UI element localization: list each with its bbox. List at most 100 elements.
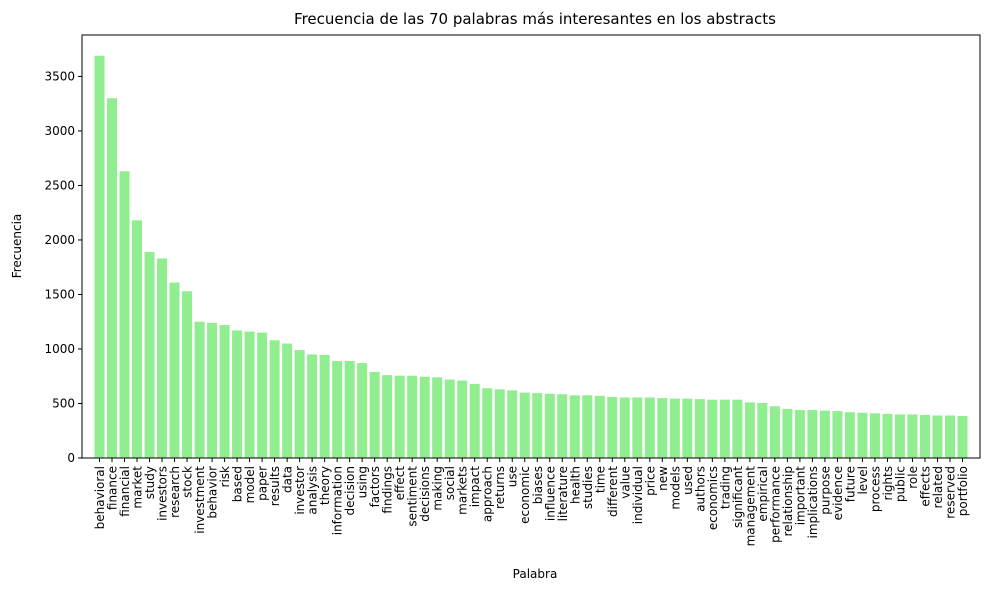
bar-behavioral — [94, 55, 105, 458]
x-tick-label: relationship — [781, 466, 795, 537]
x-tick-label: approach — [481, 466, 495, 522]
y-axis-label: Frecuencia — [10, 214, 24, 279]
x-tick-label: price — [643, 466, 657, 496]
x-tick-label: authors — [693, 466, 707, 512]
x-tick-label: results — [268, 466, 282, 506]
x-tick-label: returns — [493, 466, 507, 509]
bar-evidence — [832, 411, 843, 458]
bar-significant — [732, 399, 743, 458]
bar-results — [269, 340, 280, 458]
x-tick-label: analysis — [306, 466, 320, 515]
x-tick-label: behavioral — [93, 466, 107, 529]
bar-models — [669, 398, 680, 458]
x-tick-label: literature — [556, 466, 570, 521]
bar-used — [682, 398, 693, 458]
x-tick-label: biases — [531, 466, 545, 504]
x-tick-label: social — [443, 466, 457, 500]
bar-new — [657, 398, 668, 458]
x-tick-label: using — [356, 466, 370, 498]
bar-role — [907, 414, 918, 458]
x-tick-label: related — [931, 466, 945, 508]
y-tick-label: 2000 — [44, 233, 75, 247]
y-tick-label: 1500 — [44, 287, 75, 301]
bar-purpose — [819, 410, 830, 458]
x-tick-label: evidence — [831, 466, 845, 520]
x-tick-label: stock — [181, 466, 195, 498]
x-tick-label: effect — [393, 466, 407, 501]
x-tick-label: market — [131, 466, 145, 509]
x-tick-label: factors — [368, 466, 382, 507]
bar-findings — [382, 375, 393, 458]
bar-economics — [707, 399, 718, 458]
bar-decision — [344, 360, 355, 458]
x-tick-label: decisions — [418, 466, 432, 522]
x-tick-label: trading — [718, 466, 732, 509]
x-tick-label: findings — [381, 466, 395, 514]
y-tick-label: 3000 — [44, 124, 75, 138]
x-tick-label: process — [868, 466, 882, 512]
x-tick-label: investment — [193, 466, 207, 534]
x-tick-label: influence — [543, 466, 557, 521]
y-tick-label: 0 — [67, 451, 75, 465]
x-tick-label: research — [168, 466, 182, 518]
x-tick-label: performance — [768, 466, 782, 543]
x-tick-label: different — [606, 466, 620, 517]
bar-making — [432, 377, 443, 458]
x-axis: behavioralfinancefinancialmarketstudyinv… — [93, 458, 970, 546]
bar-empirical — [757, 402, 768, 458]
bars — [94, 55, 968, 459]
x-tick-label: markets — [456, 466, 470, 515]
x-tick-label: public — [893, 466, 907, 502]
x-tick-label: economic — [518, 466, 532, 524]
x-tick-label: health — [568, 466, 582, 504]
y-tick-label: 3500 — [44, 69, 75, 83]
bar-study — [144, 251, 155, 458]
bar-research — [169, 282, 180, 458]
bar-health — [569, 395, 580, 458]
bar-effects — [919, 414, 930, 458]
bar-financial — [119, 171, 130, 459]
bar-analysis — [307, 354, 318, 458]
bar-management — [744, 402, 755, 458]
x-tick-label: risk — [218, 466, 232, 488]
bar-behavior — [207, 322, 218, 458]
x-tick-label: purpose — [818, 466, 832, 515]
x-tick-label: role — [906, 466, 920, 489]
x-tick-label: reserved — [943, 466, 957, 519]
bar-stock — [182, 291, 193, 458]
bar-investor — [294, 350, 305, 458]
y-axis: 0 500 1000 1500 2000 2500 3000 3500 — [44, 69, 82, 465]
x-tick-label: economics — [706, 466, 720, 530]
bar-effect — [394, 375, 405, 458]
x-axis-label: Palabra — [513, 567, 558, 581]
x-tick-label: data — [281, 466, 295, 493]
x-tick-label: empirical — [756, 466, 770, 522]
bar-price — [644, 397, 655, 458]
bar-factors — [369, 371, 380, 458]
bar-value — [619, 397, 630, 458]
y-tick-label: 2500 — [44, 178, 75, 192]
bar-use — [507, 390, 518, 458]
x-tick-label: study — [143, 466, 157, 499]
x-tick-label: level — [856, 466, 870, 495]
x-tick-label: management — [743, 466, 757, 547]
x-tick-label: making — [431, 466, 445, 511]
bar-finance — [107, 98, 118, 458]
bar-implications — [807, 410, 818, 458]
x-tick-label: models — [668, 466, 682, 510]
bar-literature — [557, 394, 568, 458]
bar-related — [932, 415, 943, 458]
x-tick-label: investor — [293, 466, 307, 515]
x-tick-label: financial — [118, 466, 132, 517]
x-tick-label: information — [331, 466, 345, 535]
bar-studies — [582, 395, 593, 458]
bar-relationship — [782, 408, 793, 458]
x-tick-label: new — [656, 466, 670, 491]
x-tick-label: individual — [631, 466, 645, 524]
bar-sentiment — [407, 375, 418, 458]
x-tick-label: investors — [156, 466, 170, 521]
x-tick-label: portfolio — [956, 466, 970, 516]
bar-trading — [719, 399, 730, 458]
bar-individual — [632, 397, 643, 458]
